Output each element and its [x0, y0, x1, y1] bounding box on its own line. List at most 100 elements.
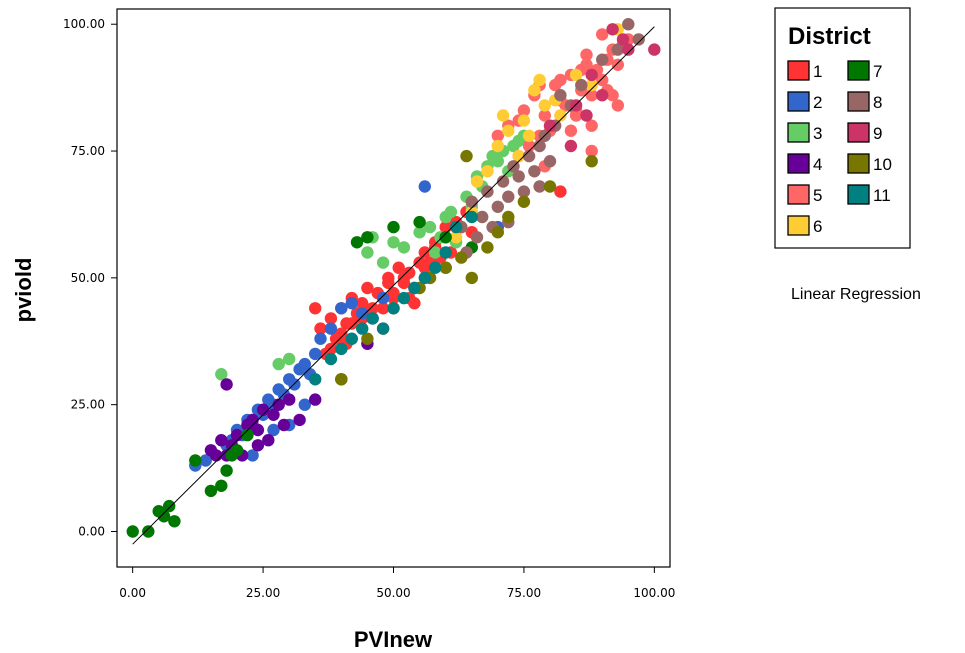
data-point [397, 241, 411, 254]
data-point [585, 78, 598, 92]
data-point [460, 149, 473, 163]
data-point [361, 332, 374, 345]
data-point [230, 444, 244, 457]
data-point [256, 403, 270, 416]
data-point [361, 246, 374, 259]
series-10 [335, 149, 598, 386]
data-point [241, 428, 254, 442]
x-tick-label: 50.00 [376, 586, 410, 600]
data-point [439, 246, 452, 259]
data-point [293, 413, 306, 427]
data-point [413, 226, 426, 239]
data-point [491, 200, 504, 213]
data-point [554, 109, 567, 122]
data-point [543, 155, 557, 168]
data-point [648, 43, 661, 56]
data-point [538, 99, 551, 112]
legend-entry: 5 [787, 184, 822, 205]
data-point [606, 89, 619, 102]
data-point [585, 144, 598, 158]
data-point [554, 73, 567, 87]
data-point [564, 124, 578, 137]
data-point [345, 317, 358, 330]
data-point [522, 139, 536, 153]
data-point [168, 515, 181, 528]
y-tick-label: 50.00 [71, 271, 105, 285]
legend-label: 6 [813, 217, 822, 236]
data-point [298, 357, 311, 371]
data-point [491, 139, 504, 153]
legend-label: 10 [873, 155, 892, 174]
legend: District 1 2 3 4 5 6 7 8 9 10 11 [774, 7, 911, 249]
data-point [356, 322, 369, 335]
data-point [481, 241, 494, 254]
data-point [502, 210, 515, 224]
data-point [272, 357, 285, 371]
legend-swatch [787, 122, 810, 143]
x-tick-label: 0.00 [119, 586, 146, 600]
data-point [585, 119, 598, 132]
x-tick-label: 100.00 [633, 586, 675, 600]
legend-swatch [847, 184, 870, 205]
data-point [335, 342, 348, 356]
data-point [387, 236, 400, 249]
legend-label: 1 [813, 62, 822, 81]
data-point [335, 327, 348, 340]
data-point [517, 114, 531, 127]
data-point [246, 413, 259, 427]
data-point [324, 312, 338, 325]
data-point [350, 236, 364, 249]
data-point [429, 261, 442, 274]
series-7 [126, 215, 478, 538]
legend-entry: 8 [847, 91, 882, 112]
data-point [528, 84, 541, 97]
plot-area [116, 8, 671, 568]
data-point [418, 271, 431, 285]
y-tick-label: 25.00 [71, 398, 105, 412]
data-point [455, 251, 468, 264]
legend-label: 4 [813, 155, 822, 174]
data-point [502, 124, 515, 137]
legend-title: District [788, 23, 871, 50]
data-point [522, 129, 536, 142]
data-point [361, 231, 374, 244]
data-point [533, 139, 546, 153]
regression-line [132, 26, 655, 545]
data-point [215, 434, 228, 447]
data-point [335, 302, 348, 315]
data-point [429, 246, 442, 259]
legend-entry: 10 [847, 153, 892, 174]
data-point [397, 271, 411, 285]
data-point [345, 297, 358, 310]
data-point [376, 302, 390, 315]
legend-entry: 11 [847, 184, 891, 205]
data-point [564, 139, 578, 153]
data-point [569, 68, 583, 82]
legend-label: 9 [873, 124, 882, 143]
x-axis-title: PVInew [354, 627, 433, 652]
legend-swatch [787, 215, 810, 236]
data-point [528, 165, 541, 178]
data-point [585, 68, 598, 82]
legend-swatch [847, 91, 870, 112]
data-point [283, 352, 296, 366]
data-point [366, 312, 379, 325]
data-point [262, 434, 275, 447]
legend-swatch [847, 60, 870, 81]
data-point [387, 220, 400, 234]
legend-label: 3 [813, 124, 822, 143]
data-point [356, 307, 369, 320]
data-point [356, 297, 369, 310]
data-point [496, 175, 510, 188]
data-point [215, 479, 228, 492]
data-point [606, 23, 619, 36]
data-point [470, 175, 484, 188]
data-point [283, 393, 296, 406]
data-point [220, 378, 233, 391]
data-point [449, 231, 463, 244]
data-point [272, 398, 285, 411]
data-point [533, 180, 546, 193]
legend-label: 8 [873, 93, 882, 112]
data-point [277, 418, 291, 432]
data-point [470, 231, 484, 244]
